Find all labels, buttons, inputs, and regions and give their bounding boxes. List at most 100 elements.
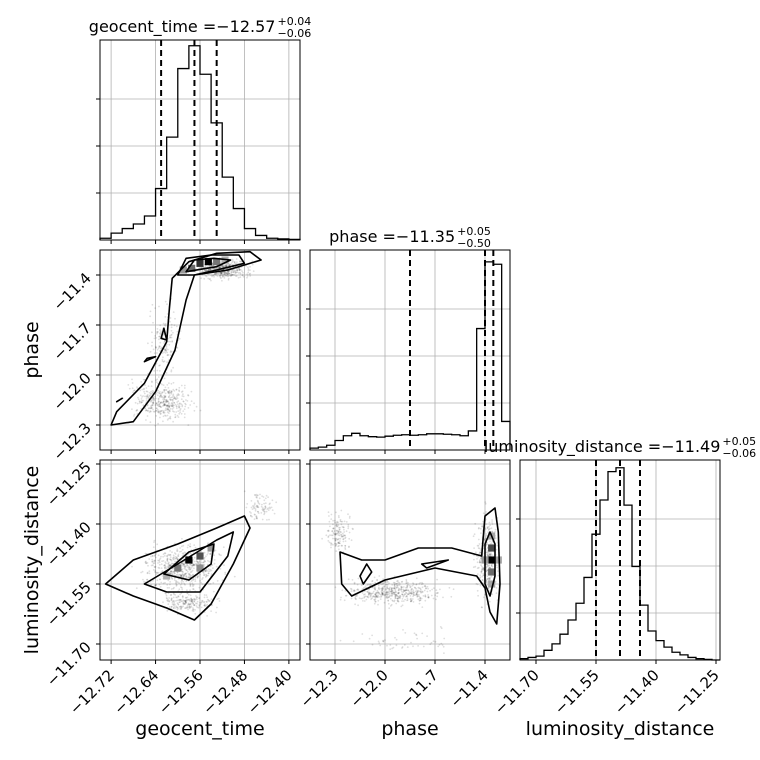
sample-point	[175, 580, 177, 582]
sample-point	[167, 408, 169, 411]
sample-point	[213, 273, 216, 275]
sample-point	[255, 517, 258, 520]
sample-point	[382, 640, 385, 643]
sample-point	[167, 404, 170, 407]
sample-point	[236, 269, 239, 271]
sample-point	[395, 602, 398, 605]
sample-point	[377, 591, 379, 594]
sample-point	[150, 406, 153, 408]
sample-point	[486, 553, 489, 556]
sample-point	[348, 537, 351, 540]
sample-point	[193, 409, 196, 412]
sample-point	[182, 544, 185, 547]
sample-point	[160, 394, 163, 397]
sample-point	[197, 562, 200, 565]
sample-point	[195, 602, 197, 605]
x-tick-label-phase-0: −12.3	[297, 666, 342, 711]
sample-point	[423, 585, 426, 588]
sample-point	[337, 531, 340, 533]
sample-point	[382, 586, 384, 589]
sample-point	[144, 384, 147, 387]
sample-point	[205, 575, 208, 577]
sample-point	[169, 581, 172, 583]
sample-point	[215, 272, 218, 275]
sample-point	[160, 396, 163, 398]
sample-point	[348, 517, 351, 519]
sample-point	[408, 593, 410, 595]
sample-point	[479, 527, 482, 530]
sample-point	[385, 581, 388, 583]
sample-point	[390, 587, 393, 589]
sample-point	[258, 497, 261, 500]
sample-point	[339, 537, 342, 540]
sample-point	[376, 579, 378, 581]
sample-point	[184, 603, 187, 605]
sample-point	[401, 646, 404, 648]
sample-point	[172, 397, 175, 400]
sample-point	[360, 584, 363, 587]
sample-point	[169, 350, 172, 353]
sample-point	[417, 598, 420, 601]
sample-point	[173, 605, 176, 607]
sample-point	[223, 272, 226, 274]
sample-point	[394, 597, 397, 599]
sample-point	[474, 522, 477, 525]
sample-point	[170, 326, 173, 329]
density-cell-2	[174, 564, 182, 572]
sample-point	[174, 607, 177, 609]
sample-point	[254, 509, 257, 512]
sample-point	[162, 400, 165, 403]
density-cell-3	[196, 564, 204, 572]
sample-point	[162, 582, 165, 585]
sample-point	[481, 579, 484, 581]
sample-point	[141, 396, 143, 398]
sample-point	[161, 396, 164, 398]
sample-point	[385, 583, 387, 586]
sample-point	[157, 422, 160, 425]
sample-point	[174, 553, 177, 555]
sample-point	[195, 562, 198, 565]
sample-point	[170, 402, 173, 405]
sample-point	[239, 276, 242, 278]
title-upper: +0.05	[457, 225, 491, 238]
sample-point	[210, 573, 213, 576]
sample-point	[326, 529, 329, 532]
sample-point	[412, 591, 415, 594]
sample-point	[220, 554, 222, 557]
sample-point	[203, 601, 206, 603]
sample-point	[222, 546, 225, 549]
sample-point	[382, 593, 384, 596]
sample-point	[400, 587, 403, 590]
sample-point	[388, 595, 391, 598]
sample-point	[334, 532, 337, 535]
sample-point	[369, 594, 372, 597]
sample-point	[335, 521, 338, 524]
sample-point	[190, 400, 193, 403]
sample-point	[179, 409, 181, 412]
contour-0	[110, 250, 262, 426]
sample-point	[342, 538, 345, 540]
sample-point	[161, 575, 164, 577]
sample-point	[167, 600, 169, 602]
sample-point	[413, 586, 416, 589]
density-cell-1	[204, 258, 212, 266]
sample-point	[210, 553, 212, 555]
sample-point	[477, 527, 480, 530]
sample-point	[182, 393, 184, 396]
sample-point	[158, 345, 161, 348]
sample-point	[405, 582, 407, 584]
sample-point	[352, 528, 354, 530]
sample-point	[182, 580, 185, 583]
sample-point	[257, 512, 260, 514]
sample-point	[417, 586, 420, 589]
sample-point	[176, 347, 179, 349]
sample-point	[192, 578, 195, 581]
sample-point	[175, 388, 178, 391]
sample-point	[150, 385, 153, 387]
sample-point	[225, 265, 228, 267]
sample-point	[172, 393, 175, 396]
sample-point	[168, 392, 170, 395]
sample-point	[183, 582, 186, 585]
sample-point	[209, 583, 212, 585]
sample-point	[335, 543, 338, 546]
